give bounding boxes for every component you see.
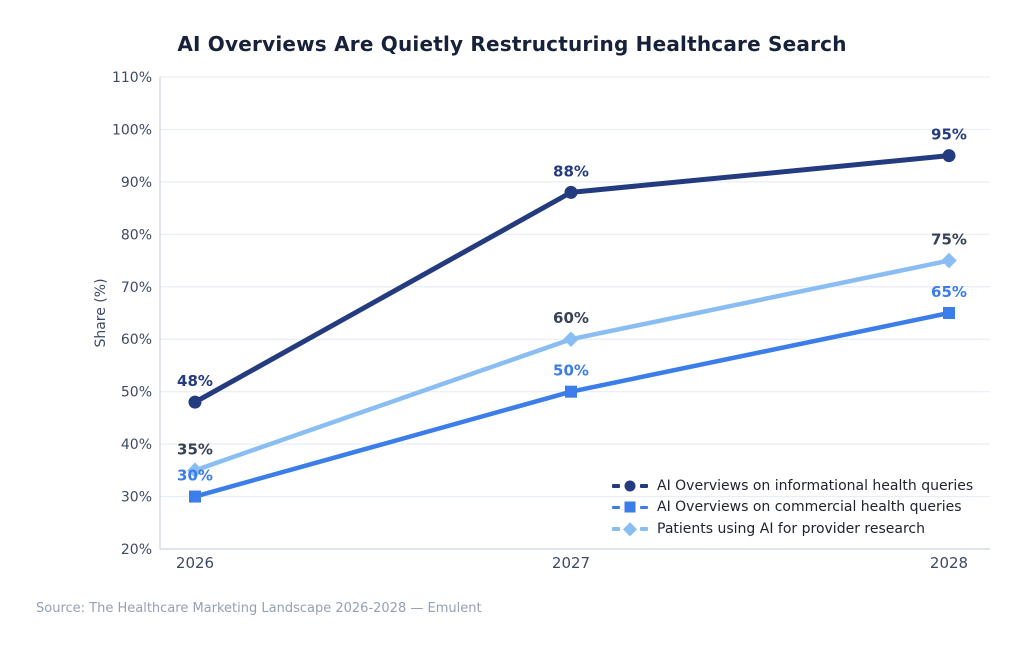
- x-tick-label: 2026: [176, 554, 214, 572]
- y-tick-label: 70%: [121, 280, 152, 296]
- data-point-marker: [943, 307, 955, 319]
- source-caption: Source: The Healthcare Marketing Landsca…: [36, 601, 482, 616]
- point-value-label: 95%: [931, 126, 967, 144]
- data-point-marker: [189, 490, 201, 503]
- point-value-label: 30%: [177, 467, 213, 485]
- x-tick-label: 2028: [930, 554, 968, 572]
- legend-item-commercial-queries: AI Overviews on commercial health querie…: [612, 497, 973, 519]
- data-point-marker: [563, 331, 579, 348]
- legend-label: AI Overviews on commercial health querie…: [657, 499, 962, 516]
- legend-square-marker-icon: [612, 500, 648, 514]
- x-tick-label: 2027: [552, 554, 590, 572]
- y-tick-label: 100%: [112, 122, 152, 138]
- y-tick-label: 80%: [121, 227, 152, 243]
- legend-circle-marker-icon: [612, 479, 648, 493]
- y-tick-label: 20%: [121, 542, 152, 558]
- point-value-label: 65%: [931, 283, 967, 301]
- y-tick-label: 110%: [112, 70, 152, 86]
- chart-legend: AI Overviews on informational health que…: [612, 475, 973, 540]
- y-axis-title: Share (%): [93, 278, 109, 347]
- point-value-label: 35%: [177, 440, 213, 458]
- legend-label: AI Overviews on informational health que…: [657, 477, 974, 494]
- y-tick-label: 50%: [121, 385, 152, 401]
- legend-item-provider-research: Patients using AI for provider research: [612, 518, 973, 540]
- legend-item-informational-queries: AI Overviews on informational health que…: [612, 475, 973, 497]
- point-value-label: 48%: [177, 372, 213, 390]
- legend-diamond-marker-icon: [612, 522, 648, 536]
- point-value-label: 50%: [553, 362, 589, 380]
- y-tick-label: 90%: [121, 175, 152, 191]
- chart-title: AI Overviews Are Quietly Restructuring H…: [177, 32, 847, 56]
- y-tick-label: 30%: [121, 490, 152, 506]
- point-value-label: 75%: [931, 231, 967, 249]
- data-point-marker: [941, 252, 957, 269]
- data-point-marker: [565, 385, 577, 398]
- data-point-marker: [187, 462, 203, 479]
- y-tick-label: 60%: [121, 332, 152, 348]
- data-point-marker: [188, 395, 202, 409]
- point-value-label: 60%: [553, 309, 589, 327]
- data-point-marker: [564, 185, 578, 199]
- y-tick-label: 40%: [121, 437, 152, 453]
- point-value-label: 88%: [553, 162, 589, 180]
- data-point-marker: [942, 149, 956, 163]
- legend-label: Patients using AI for provider research: [657, 520, 925, 537]
